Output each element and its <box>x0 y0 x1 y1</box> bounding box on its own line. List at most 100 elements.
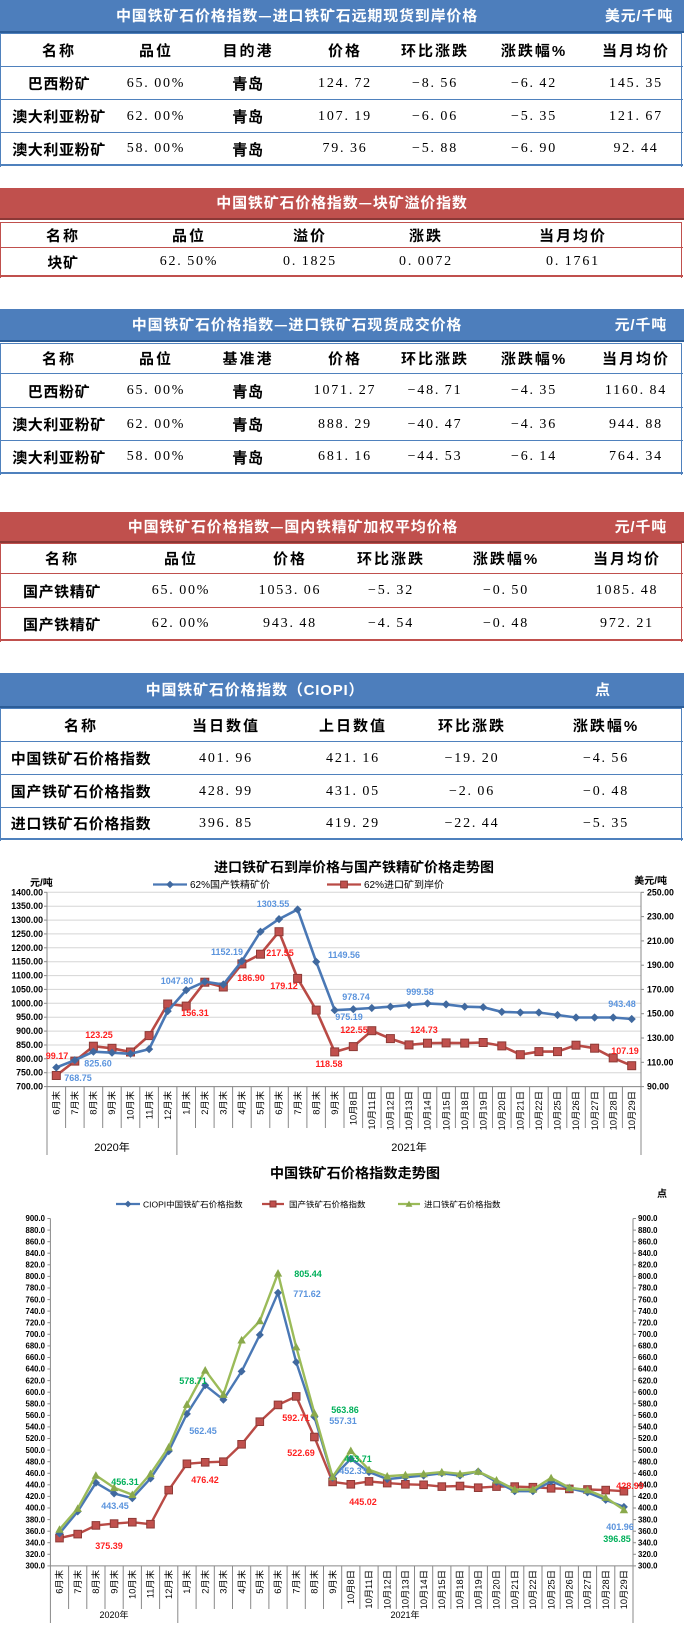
svg-text:900.00: 900.00 <box>16 1026 43 1036</box>
svg-text:250.00: 250.00 <box>647 887 674 897</box>
svg-text:420.0: 420.0 <box>638 1492 658 1501</box>
svg-text:820.0: 820.0 <box>638 1261 658 1270</box>
svg-text:10月8日: 10月8日 <box>346 1091 360 1125</box>
svg-text:2020年: 2020年 <box>94 1139 129 1155</box>
svg-text:6月末: 6月末 <box>271 1091 285 1115</box>
svg-text:4月末: 4月末 <box>234 1570 248 1594</box>
svg-text:640.0: 640.0 <box>638 1365 658 1374</box>
svg-text:443.45: 443.45 <box>101 1501 129 1511</box>
svg-text:9月末: 9月末 <box>104 1091 118 1115</box>
svg-text:800.0: 800.0 <box>25 1272 45 1281</box>
svg-text:1100.00: 1100.00 <box>12 971 43 981</box>
svg-text:750.00: 750.00 <box>16 1068 43 1078</box>
svg-text:880.0: 880.0 <box>25 1226 45 1235</box>
svg-text:1400.00: 1400.00 <box>11 887 43 897</box>
svg-text:580.0: 580.0 <box>638 1400 658 1409</box>
svg-text:978.74: 978.74 <box>342 992 370 1002</box>
svg-text:10月26日: 10月26日 <box>568 1091 582 1130</box>
svg-text:7月末: 7月末 <box>67 1091 81 1115</box>
svg-text:179.12: 179.12 <box>270 981 298 991</box>
svg-text:840.0: 840.0 <box>25 1249 45 1258</box>
svg-text:217.55: 217.55 <box>266 948 294 958</box>
svg-text:10月8日: 10月8日 <box>343 1570 357 1604</box>
svg-text:771.62: 771.62 <box>293 1289 321 1299</box>
svg-text:592.71: 592.71 <box>282 1413 310 1423</box>
svg-text:760.0: 760.0 <box>25 1295 45 1304</box>
svg-text:10月21日: 10月21日 <box>507 1570 521 1609</box>
svg-text:230.00: 230.00 <box>647 912 674 922</box>
svg-text:1200.00: 1200.00 <box>11 943 43 953</box>
svg-text:4月末: 4月末 <box>234 1091 248 1115</box>
svg-text:107.19: 107.19 <box>611 1046 639 1056</box>
svg-text:123.25: 123.25 <box>85 1030 113 1040</box>
svg-text:2020年: 2020年 <box>99 1608 128 1621</box>
svg-text:10月18日: 10月18日 <box>457 1091 471 1130</box>
svg-text:660.0: 660.0 <box>25 1353 45 1362</box>
svg-text:805.44: 805.44 <box>294 1269 322 1279</box>
svg-text:500.0: 500.0 <box>25 1446 45 1455</box>
svg-text:10月15日: 10月15日 <box>434 1570 448 1609</box>
svg-text:1303.55: 1303.55 <box>257 899 290 909</box>
svg-text:10月13日: 10月13日 <box>401 1091 415 1130</box>
svg-text:1000.00: 1000.00 <box>11 998 43 1008</box>
svg-text:1149.56: 1149.56 <box>328 950 360 960</box>
svg-text:6月末: 6月末 <box>49 1091 63 1115</box>
svg-text:456.31: 456.31 <box>111 1477 139 1487</box>
svg-text:10月11日: 10月11日 <box>361 1570 375 1609</box>
svg-text:62%进口矿到岸价: 62%进口矿到岸价 <box>364 876 444 891</box>
svg-text:1050.00: 1050.00 <box>11 984 43 994</box>
svg-text:156.31: 156.31 <box>181 1008 209 1018</box>
svg-text:840.0: 840.0 <box>638 1249 658 1258</box>
svg-text:999.58: 999.58 <box>406 987 434 997</box>
svg-text:10月22日: 10月22日 <box>525 1570 539 1609</box>
svg-text:90.00: 90.00 <box>647 1082 669 1092</box>
svg-text:8月末: 8月末 <box>308 1091 322 1115</box>
svg-text:500.0: 500.0 <box>638 1446 658 1455</box>
svg-text:11月末: 11月末 <box>143 1570 157 1598</box>
svg-text:760.0: 760.0 <box>638 1295 658 1304</box>
svg-text:元/吨: 元/吨 <box>30 874 53 889</box>
svg-text:10月25日: 10月25日 <box>543 1570 557 1609</box>
svg-text:1152.19: 1152.19 <box>211 947 243 957</box>
svg-text:900.0: 900.0 <box>25 1214 45 1223</box>
svg-text:620.0: 620.0 <box>638 1376 658 1385</box>
svg-text:10月末: 10月末 <box>125 1570 139 1599</box>
svg-text:825.60: 825.60 <box>84 1059 112 1069</box>
svg-text:950.00: 950.00 <box>16 1012 43 1022</box>
svg-text:300.0: 300.0 <box>638 1562 658 1571</box>
svg-text:1047.80: 1047.80 <box>161 976 194 986</box>
svg-text:975.19: 975.19 <box>335 1012 363 1022</box>
svg-text:2021年: 2021年 <box>390 1608 419 1621</box>
svg-text:453.71: 453.71 <box>344 1454 372 1464</box>
svg-text:2月末: 2月末 <box>197 1570 211 1594</box>
svg-text:560.0: 560.0 <box>25 1411 45 1420</box>
svg-text:440.0: 440.0 <box>25 1481 45 1490</box>
svg-text:10月29日: 10月29日 <box>624 1091 638 1130</box>
svg-text:7月末: 7月末 <box>290 1091 304 1115</box>
svg-text:480.0: 480.0 <box>638 1457 658 1466</box>
svg-text:860.0: 860.0 <box>638 1237 658 1246</box>
svg-text:点: 点 <box>657 1185 667 1200</box>
svg-text:640.0: 640.0 <box>25 1365 45 1374</box>
svg-text:880.0: 880.0 <box>638 1226 658 1235</box>
svg-text:7月末: 7月末 <box>70 1570 84 1594</box>
svg-text:700.0: 700.0 <box>25 1330 45 1339</box>
svg-text:8月末: 8月末 <box>307 1570 321 1594</box>
svg-text:562.45: 562.45 <box>189 1426 217 1436</box>
svg-text:186.90: 186.90 <box>237 973 265 983</box>
svg-text:99.17: 99.17 <box>46 1051 69 1061</box>
svg-text:6月末: 6月末 <box>52 1570 66 1594</box>
svg-text:400.0: 400.0 <box>25 1504 45 1513</box>
svg-text:3月末: 3月末 <box>216 1091 230 1115</box>
svg-text:445.02: 445.02 <box>349 1497 377 1507</box>
svg-text:进口铁矿石价格指数: 进口铁矿石价格指数 <box>424 1199 501 1211</box>
svg-text:10月14日: 10月14日 <box>416 1570 430 1609</box>
svg-text:780.0: 780.0 <box>25 1284 45 1293</box>
svg-text:860.0: 860.0 <box>25 1237 45 1246</box>
svg-text:320.0: 320.0 <box>638 1550 658 1559</box>
svg-text:540.0: 540.0 <box>25 1423 45 1432</box>
svg-text:5月末: 5月末 <box>252 1570 266 1594</box>
svg-text:1150.00: 1150.00 <box>12 957 43 967</box>
svg-text:7月末: 7月末 <box>288 1570 302 1594</box>
svg-text:62%国产铁精矿价: 62%国产铁精矿价 <box>190 876 270 891</box>
